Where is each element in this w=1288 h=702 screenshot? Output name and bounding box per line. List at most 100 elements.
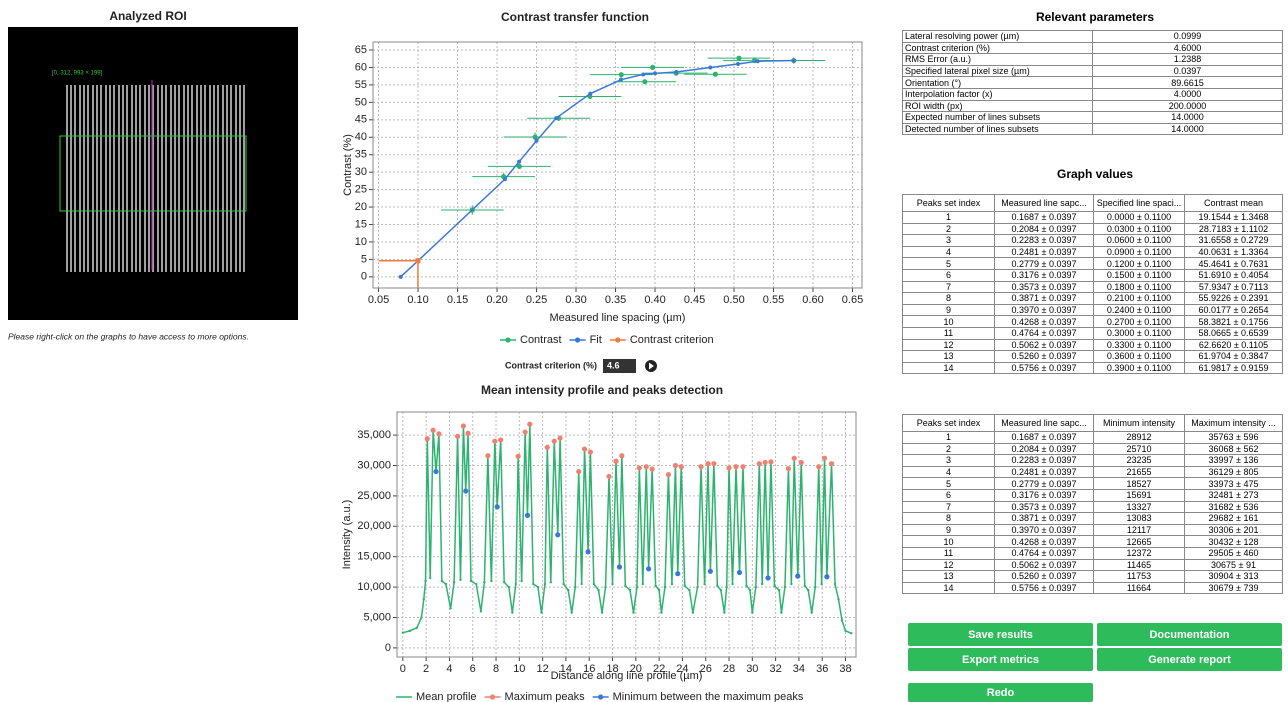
y-axis-label: Intensity (a.u.) [341,500,353,570]
point [799,460,804,465]
y-tick-label: 30 [355,166,367,178]
point [582,446,587,451]
point [755,586,757,588]
x-tick-label: 0.15 [447,294,468,306]
point [449,607,451,609]
table-row: ROI width (px)200.0000 [903,100,1283,112]
cell: 45.4641 ± 0.7631 [1185,258,1283,270]
plot-frame [373,42,862,288]
cell: 0.2779 ± 0.0397 [995,478,1094,490]
point [503,581,505,583]
button[interactable]: Documentation [1097,623,1282,646]
point [574,586,576,588]
legend-label: Mean profile [416,691,477,702]
point [736,62,740,66]
y-tick-label: 0 [385,642,391,654]
cell: 0.5756 ± 0.0397 [995,582,1094,594]
point [424,580,426,582]
cell: 60.0177 ± 0.2654 [1185,304,1283,316]
table-row: 50.2779 ± 0.03971852733973 ± 475 [903,478,1283,490]
cell: 4 [903,246,995,258]
stripe [74,85,76,272]
x-tick-label: 12 [536,663,548,675]
criterion-value[interactable]: 4.6 [607,360,620,370]
button[interactable]: Generate report [1097,648,1282,671]
cell: 1 [903,432,995,444]
point [790,583,792,585]
x-tick-label: 0.50 [723,294,744,306]
cell: 0.4268 ± 0.0397 [995,536,1094,548]
table-row: 20.2084 ± 0.03970.0300 ± 0.110028.7183 ±… [903,223,1283,235]
point [588,450,593,455]
point [557,436,562,441]
point [765,575,770,580]
point [562,583,564,585]
table-row: 100.4268 ± 0.03971266530432 ± 128 [903,536,1283,548]
point [736,56,741,61]
point [550,581,552,583]
cell: 31682 ± 536 [1185,501,1283,513]
point [483,581,485,583]
cell: 8 [903,293,995,305]
x-tick-label: 4 [446,663,452,675]
cell: 5 [903,258,995,270]
point [441,580,443,582]
stripe [230,85,232,272]
point [525,513,530,518]
point [492,439,497,444]
stripe [100,85,102,272]
cell: 0.4268 ± 0.0397 [995,316,1094,328]
point [658,589,660,591]
point [463,488,468,493]
legend-marker [505,337,510,342]
point [455,434,460,439]
point [537,586,539,588]
stripe [235,85,237,272]
cell: 0.0397 [1093,65,1283,77]
button[interactable]: Save results [908,623,1093,646]
header-cell: Contrast mean [1185,195,1283,212]
legend-marker [615,337,620,342]
hint: Please right-click on the graphs to have… [8,331,249,341]
point [768,459,773,464]
cell: 5 [903,478,995,490]
table-row: Interpolation factor (x)4.0000 [903,88,1283,100]
x-tick-label: 14 [560,663,572,675]
cell: 9 [903,304,995,316]
x-tick-label: 22 [653,663,665,675]
cell: 35763 ± 596 [1185,432,1283,444]
button[interactable]: Export metrics [908,648,1093,671]
point [433,469,438,474]
legend-label: Fit [590,334,602,346]
header-cell: Minimum intensity [1094,415,1185,432]
cell: 0.2283 ± 0.0397 [995,235,1094,247]
cell: 7 [903,281,995,293]
cell: 0.5062 ± 0.0397 [995,339,1094,351]
point [498,437,503,442]
point [751,611,753,613]
stripe [118,85,120,272]
button[interactable]: Redo [908,683,1093,702]
cell: 30675 ± 91 [1185,559,1283,571]
point [571,611,573,613]
cell: 55.9226 ± 0.2391 [1185,293,1283,305]
point [786,466,791,471]
table-row: Detected number of lines subsets14.0000 [903,123,1283,135]
table-row: RMS Error (a.u.)1.2388 [903,54,1283,66]
point [588,92,592,96]
cell: 32481 ± 273 [1185,489,1283,501]
stripe [122,85,124,272]
stripe [135,85,137,272]
cell: 0.3176 ± 0.0397 [995,489,1094,501]
cell: 10 [903,316,995,328]
table-row: Specified lateral pixel size (µm)0.0397 [903,65,1283,77]
cell: 4 [903,466,995,478]
cell: 12372 [1094,547,1185,559]
table-row: 80.3871 ± 0.03971308329682 ± 161 [903,513,1283,525]
table-row: 80.3871 ± 0.03970.2100 ± 0.110055.9226 ±… [903,293,1283,305]
stripe [187,85,189,272]
table-row: 10.1687 ± 0.03970.0000 ± 0.110019.1544 ±… [903,212,1283,224]
cell: 3 [903,235,995,247]
